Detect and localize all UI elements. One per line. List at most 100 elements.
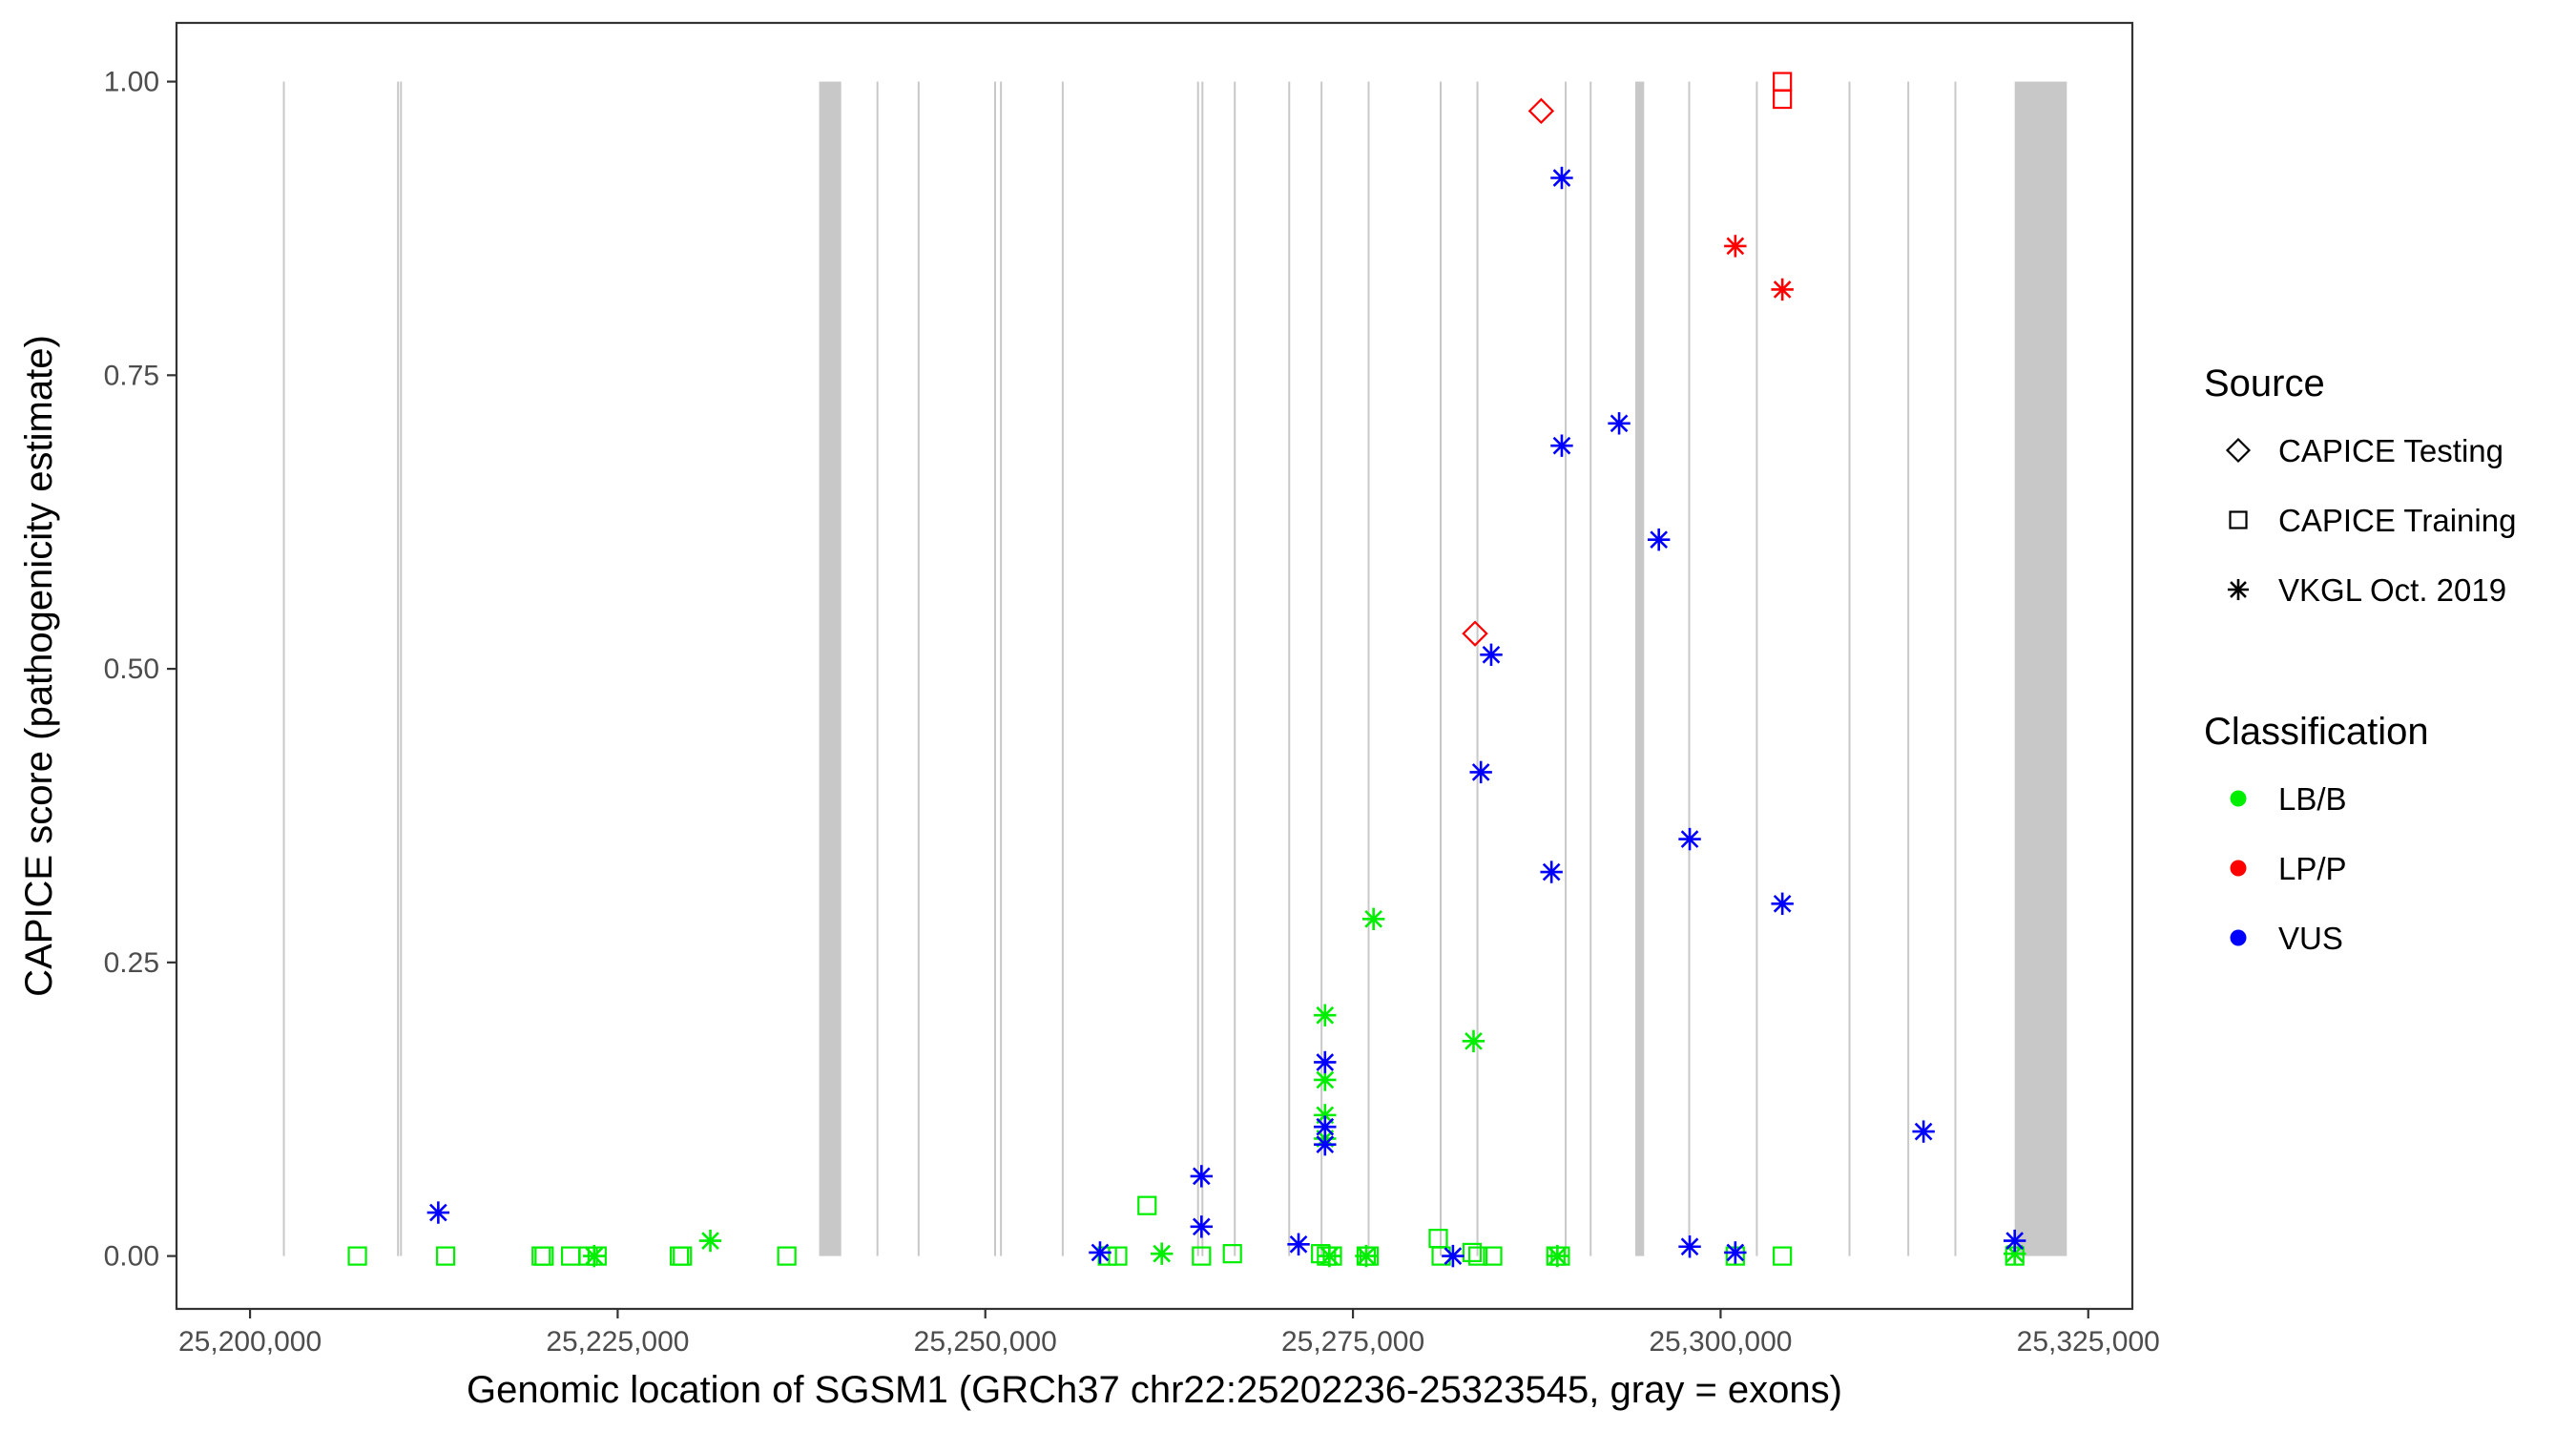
legend-classification-title: Classification xyxy=(2204,711,2429,753)
exon-band xyxy=(1589,81,1592,1256)
exon-band xyxy=(1907,81,1910,1256)
legend-classification-label: LB/B xyxy=(2278,781,2347,817)
data-point xyxy=(435,1246,456,1266)
x-tick-label: 25,275,000 xyxy=(1281,1326,1424,1358)
exon-band xyxy=(1320,81,1323,1256)
data-point xyxy=(1550,434,1573,457)
legend-source-label: CAPICE Testing xyxy=(2278,433,2503,468)
data-point xyxy=(1314,1068,1337,1091)
data-point xyxy=(1467,1246,1488,1266)
y-tick-label: 1.00 xyxy=(104,67,159,98)
y-tick-label: 0.50 xyxy=(104,653,159,685)
data-point xyxy=(1318,1244,1341,1268)
y-axis-title: CAPICE score (pathogenicity estimate) xyxy=(18,335,60,997)
data-point xyxy=(777,1246,797,1266)
y-tick-label: 0.75 xyxy=(104,360,159,391)
x-tick-label: 25,300,000 xyxy=(1649,1326,1792,1358)
data-point xyxy=(1192,1246,1212,1266)
data-point xyxy=(1151,1242,1174,1265)
data-point xyxy=(1773,1246,1793,1266)
y-tick-label: 0.00 xyxy=(104,1241,159,1273)
y-tick-label: 0.25 xyxy=(104,947,159,979)
exon-band xyxy=(282,81,285,1256)
exon-band xyxy=(1954,81,1957,1256)
exon-layer xyxy=(282,81,2067,1256)
data-point xyxy=(1190,1165,1214,1188)
data-point xyxy=(1678,1235,1701,1258)
exon-band xyxy=(1196,81,1199,1256)
data-point xyxy=(426,1201,450,1224)
exon-band xyxy=(1476,81,1479,1256)
legend-classification-label: VUS xyxy=(2278,921,2343,956)
data-point xyxy=(1546,1244,1569,1268)
data-point xyxy=(1678,827,1701,851)
exon-band xyxy=(1061,81,1064,1256)
data-point xyxy=(1480,643,1503,667)
x-tick-label: 25,250,000 xyxy=(914,1326,1057,1358)
data-point xyxy=(1355,1244,1378,1268)
exon-band xyxy=(1000,81,1003,1256)
data-point xyxy=(2003,1229,2026,1253)
legend-classification-item: LB/B xyxy=(2230,781,2347,817)
legend-source-item: CAPICE Training xyxy=(2229,503,2516,538)
data-point xyxy=(1773,89,1793,110)
data-point xyxy=(1222,1244,1242,1264)
exon-band xyxy=(400,81,403,1256)
data-point xyxy=(534,1246,554,1266)
data-point xyxy=(1771,278,1794,301)
x-tick-label: 25,225,000 xyxy=(546,1326,689,1358)
data-point xyxy=(1647,528,1671,551)
exon-band xyxy=(993,81,996,1256)
y-axis: 0.00 0.25 0.50 0.75 1.00 xyxy=(104,67,177,1273)
data-point xyxy=(347,1246,367,1266)
data-point xyxy=(1469,760,1492,784)
exon-band xyxy=(397,81,400,1256)
data-point xyxy=(1462,1029,1485,1053)
data-point xyxy=(698,1229,722,1253)
legend-source-title: Source xyxy=(2204,363,2325,404)
data-point xyxy=(1724,1241,1747,1264)
legend-source-label: CAPICE Training xyxy=(2278,503,2516,538)
data-point xyxy=(1361,907,1385,930)
exon-band xyxy=(1565,81,1568,1256)
legend-source-item: CAPICE Testing xyxy=(2225,433,2503,468)
data-point xyxy=(1137,1195,1157,1215)
x-axis: 25,200,000 25,225,000 25,250,000 25,275,000… xyxy=(178,1309,2160,1358)
x-tick-label: 25,200,000 xyxy=(178,1326,322,1358)
legend-source-label: VKGL Oct. 2019 xyxy=(2278,572,2506,608)
data-point xyxy=(1540,861,1563,883)
exon-band xyxy=(917,81,920,1256)
exon-band xyxy=(2014,81,2067,1256)
data-point xyxy=(1314,1132,1337,1156)
data-point xyxy=(1089,1241,1111,1264)
data-point xyxy=(1108,1246,1128,1266)
legend-classification-item: VUS xyxy=(2230,921,2343,956)
legend-classification-label: LP/P xyxy=(2278,851,2347,886)
legend-classification-item: LP/P xyxy=(2230,851,2347,886)
x-tick-label: 25,325,000 xyxy=(2017,1326,2160,1358)
exon-band xyxy=(819,81,841,1256)
legend-classification: Classification LB/B LP/P VUS xyxy=(2204,711,2429,956)
plot-panel-border xyxy=(175,21,2134,1311)
data-point xyxy=(1527,97,1555,125)
data-point xyxy=(1190,1215,1214,1238)
data-point xyxy=(1550,166,1573,190)
data-point xyxy=(1287,1233,1310,1255)
data-point xyxy=(673,1246,693,1266)
legend-source-item: VKGL Oct. 2019 xyxy=(2227,572,2506,608)
exon-band xyxy=(1201,81,1204,1256)
data-point xyxy=(1771,892,1794,915)
data-point xyxy=(1724,235,1747,258)
data-point xyxy=(583,1244,606,1268)
data-point xyxy=(1483,1246,1503,1266)
data-point xyxy=(1912,1120,1935,1143)
legend-source: Source CAPICE Testing CAPICE Training VKGL… xyxy=(2204,363,2516,608)
exon-band xyxy=(1288,81,1291,1256)
exon-band xyxy=(1367,81,1370,1256)
exon-band xyxy=(1755,81,1758,1256)
data-point xyxy=(1462,1242,1483,1263)
data-point xyxy=(1314,1050,1337,1074)
